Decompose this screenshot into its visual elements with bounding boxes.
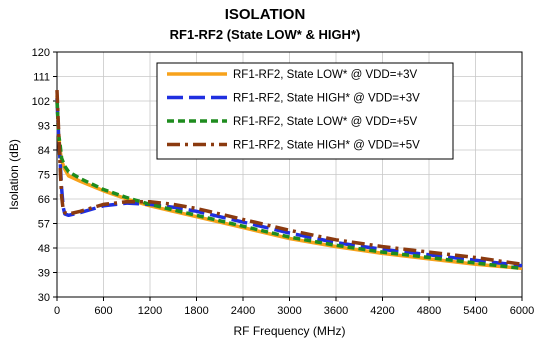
y-axis-label: Isolation (dB)	[7, 139, 21, 210]
legend-label-4: RF1-RF2, State HIGH* @ VDD=+5V	[233, 140, 420, 152]
x-tick-label: 6000	[510, 305, 534, 317]
x-tick-label: 600	[94, 305, 112, 317]
x-axis-ticks: 0 600 1200 1800 2400 3000 3600 4200 4800 5400 6000	[54, 297, 534, 317]
series-line-4	[55, 90, 523, 267]
legend-label-1: RF1-RF2, State LOW* @ VDD=+3V	[233, 69, 418, 81]
chart-title: ISOLATION	[225, 6, 306, 23]
x-tick-label: 4800	[417, 305, 441, 317]
x-tick-label: 5400	[463, 305, 487, 317]
x-tick-label: 4200	[370, 305, 394, 317]
series-line-3	[55, 100, 523, 271]
x-tick-label: 3000	[277, 305, 301, 317]
data-series	[55, 90, 523, 271]
y-tick-label: 93	[38, 121, 50, 133]
y-tick-label: 57	[38, 219, 50, 231]
y-tick-label: 111	[33, 72, 50, 84]
x-tick-label: 3600	[324, 305, 348, 317]
legend-box	[156, 62, 454, 160]
chart-subtitle: RF1-RF2 (State LOW* & HIGH*)	[170, 27, 361, 42]
y-tick-label: 84	[38, 145, 50, 157]
y-tick-label: 66	[38, 194, 50, 206]
y-tick-label: 30	[38, 292, 50, 304]
y-tick-label: 75	[38, 170, 50, 182]
y-tick-label: 39	[38, 268, 50, 280]
x-axis-label: RF Frequency (MHz)	[233, 324, 345, 338]
x-tick-label: 2400	[231, 305, 255, 317]
x-tick-label: 1800	[184, 305, 208, 317]
legend-label-3: RF1-RF2, State LOW* @ VDD=+5V	[233, 116, 418, 128]
x-tick-label: 0	[54, 305, 60, 317]
series-line-2	[55, 98, 523, 268]
legend-label-2: RF1-RF2, State HIGH* @ VDD=+3V	[233, 93, 420, 105]
y-axis-ticks: 30 39 48 57 66 75 84 93 102 111 120	[32, 47, 57, 304]
y-tick-label: 102	[32, 96, 50, 108]
legend: RF1-RF2, State LOW* @ VDD=+3V RF1-RF2, St…	[156, 62, 454, 160]
y-tick-label: 120	[32, 47, 50, 59]
x-tick-label: 1200	[138, 305, 162, 317]
y-tick-label: 48	[38, 243, 50, 255]
